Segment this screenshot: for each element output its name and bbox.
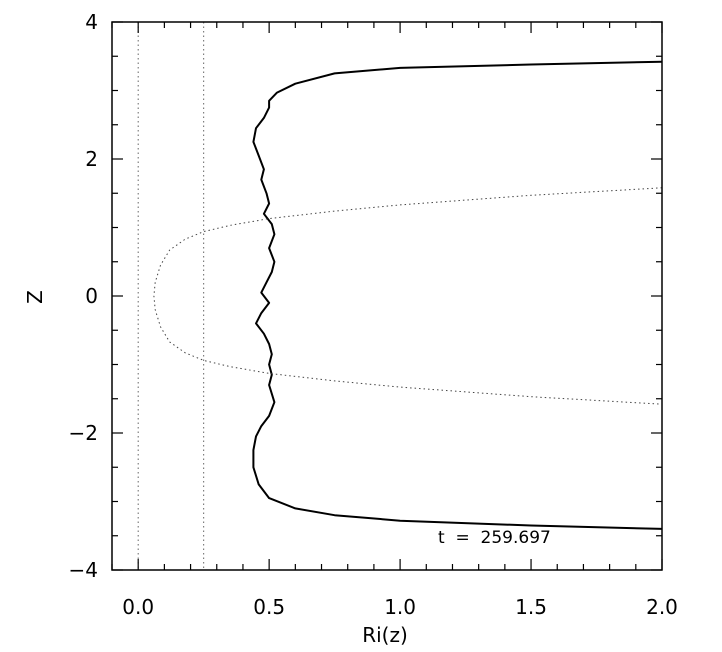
time-annotation: t = 259.697 [438, 528, 551, 548]
y-tick-label: −2 [69, 421, 98, 445]
dotted-curve [153, 187, 663, 405]
x-tick-label: 1.0 [384, 595, 416, 619]
x-tick-label: 0.0 [122, 595, 154, 619]
y-tick-label: 0 [85, 284, 98, 308]
y-axis-label: Z [23, 290, 47, 304]
y-tick-label: −4 [69, 558, 98, 582]
y-axis: −4 −2 0 2 4 [69, 10, 662, 582]
x-tick-label: 2.0 [646, 595, 678, 619]
y-tick-label: 4 [85, 10, 98, 34]
x-axis: 0.0 0.5 1.0 1.5 2.0 [111, 22, 678, 619]
x-tick-label: 0.5 [253, 595, 285, 619]
reference-lines [137, 22, 205, 570]
x-tick-label: 1.5 [515, 595, 547, 619]
plot-frame [111, 21, 663, 571]
x-axis-label: Ri(z) [362, 623, 408, 647]
solid-curve [252, 60, 663, 530]
y-tick-label: 2 [85, 147, 98, 171]
series-group [153, 60, 663, 530]
